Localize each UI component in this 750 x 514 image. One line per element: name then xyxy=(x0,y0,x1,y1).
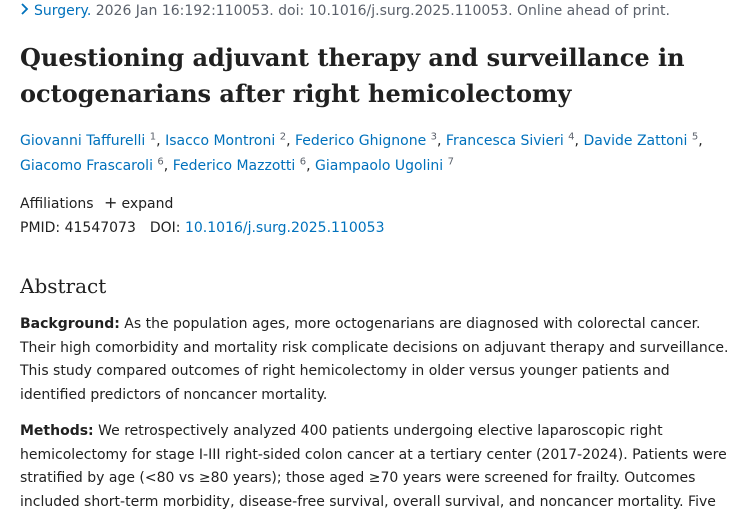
author-affiliation-number[interactable]: 1 xyxy=(149,131,157,143)
pmid-value: 41547073 xyxy=(64,220,136,236)
abstract-background: Background: As the population ages, more… xyxy=(20,313,738,407)
doi-link[interactable]: 10.1016/j.surg.2025.110053 xyxy=(184,220,385,236)
author-link[interactable]: Francesca Sivieri xyxy=(445,133,564,149)
background-text: As the population ages, more octogenaria… xyxy=(20,316,729,403)
abstract-heading: Abstract xyxy=(20,274,107,298)
author-affiliation-number[interactable]: 4 xyxy=(568,131,575,143)
author-affiliation-number[interactable]: 6 xyxy=(157,156,164,168)
article-title: Questioning adjuvant therapy and surveil… xyxy=(20,43,685,108)
methods-label: Methods: xyxy=(20,423,94,439)
affiliations-label: Affiliations xyxy=(20,196,94,212)
author-5: Davide Zattoni 5, xyxy=(583,131,703,149)
author-link[interactable]: Federico Mazzotti xyxy=(172,158,296,174)
author-link[interactable]: Giampaolo Ugolini xyxy=(315,158,444,174)
methods-text: We retrospectively analyzed 400 patients… xyxy=(20,423,727,510)
expand-label: expand xyxy=(121,196,174,212)
pmid-label: PMID: xyxy=(20,220,61,236)
journal-link[interactable]: Surgery. xyxy=(34,3,92,19)
author-3: Federico Ghignone 3, xyxy=(295,131,446,149)
author-4: Francesca Sivieri 4, xyxy=(445,131,584,149)
author-affiliation-number[interactable]: 2 xyxy=(279,131,287,143)
author-affiliation-number[interactable]: 5 xyxy=(691,131,699,143)
author-7: Federico Mazzotti 6, xyxy=(172,156,315,174)
plus-icon: + xyxy=(104,193,118,212)
citation-details: 2026 Jan 16:192:110053. doi: 10.1016/j.s… xyxy=(91,3,670,19)
author-6: Giacomo Frascaroli 6, xyxy=(20,156,173,174)
author-affiliation-number[interactable]: 7 xyxy=(447,156,454,168)
citation-line: Surgery. 2026 Jan 16:192:110053. doi: 10… xyxy=(20,3,670,19)
author-link[interactable]: Isacco Montroni xyxy=(165,133,276,149)
author-affiliation-number[interactable]: 3 xyxy=(430,131,438,143)
identifiers-row: PMID: 41547073 DOI: 10.1016/j.surg.2025.1… xyxy=(20,220,384,236)
author-affiliation-number[interactable]: 6 xyxy=(299,156,307,168)
author-link[interactable]: Giacomo Frascaroli xyxy=(20,158,153,174)
author-link[interactable]: Giovanni Taffurelli xyxy=(20,133,146,149)
doi-label: DOI: xyxy=(149,220,181,236)
chevron-right-icon[interactable] xyxy=(20,3,34,19)
affiliations-row: Affiliations + expand xyxy=(20,193,173,212)
author-1: Giovanni Taffurelli 1, xyxy=(20,131,166,149)
authors-list: Giovanni Taffurelli 1, Isacco Montroni 2… xyxy=(20,129,740,179)
author-8: Giampaolo Ugolini 7 xyxy=(315,156,454,174)
author-link[interactable]: Davide Zattoni xyxy=(583,133,688,149)
affiliations-expand-button[interactable]: + expand xyxy=(104,193,174,212)
background-label: Background: xyxy=(20,316,120,332)
author-link[interactable]: Federico Ghignone xyxy=(295,133,427,149)
author-2: Isacco Montroni 2, xyxy=(165,131,295,149)
